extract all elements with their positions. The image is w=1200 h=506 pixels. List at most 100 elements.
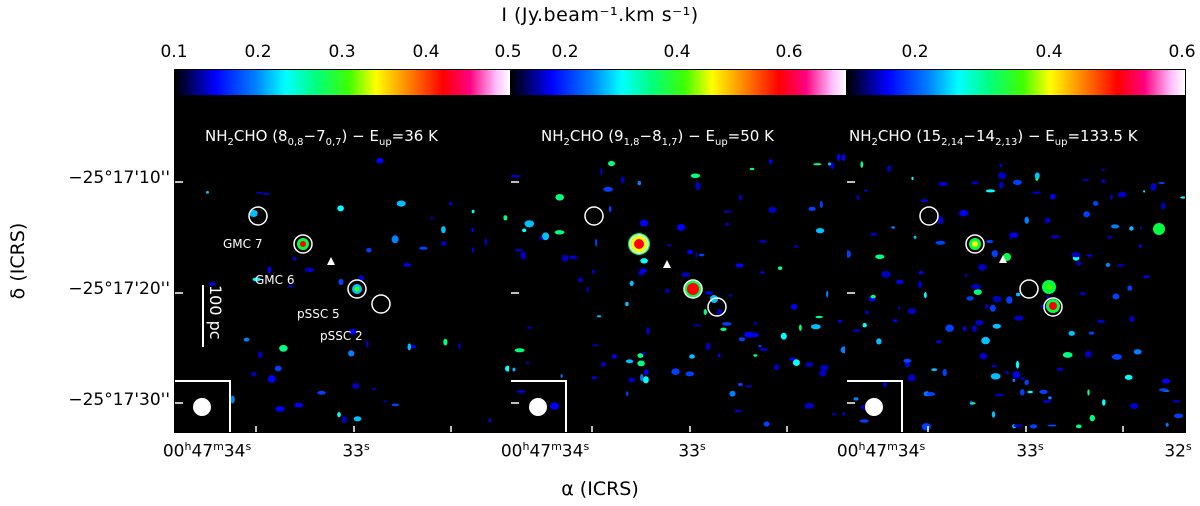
- emission-pixel: [1012, 378, 1016, 382]
- emission-pixel: [763, 421, 770, 427]
- emission-pixel: [1071, 252, 1081, 258]
- emission-pixel: [249, 209, 258, 217]
- emission-pixel: [1076, 424, 1082, 429]
- emission-pixel: [626, 391, 629, 397]
- emission-pixel: [411, 345, 417, 349]
- map-panel-2: NH2CHO (91,8−81,7) − Eup=50 K: [510, 96, 846, 433]
- emission-pixel: [591, 269, 596, 274]
- emission-pixel: [725, 222, 730, 226]
- emission-pixel: [1089, 414, 1095, 422]
- emission-pixel: [760, 271, 765, 274]
- emission-pixel: [1009, 233, 1013, 240]
- emission-pixel: [514, 248, 524, 252]
- emission-pixel: [505, 365, 509, 372]
- emission-pixel: [723, 210, 732, 213]
- emission-pixel: [853, 397, 859, 401]
- emission-pixel: [991, 250, 998, 258]
- emission-pixel: [358, 275, 365, 282]
- emission-pixel: [815, 228, 825, 234]
- emission-pixel: [692, 324, 702, 327]
- emission-pixel: [1161, 378, 1171, 384]
- emission-blobs: [847, 161, 1185, 431]
- cb3-tick: 0.2: [901, 42, 929, 62]
- emission-pixel: [279, 344, 288, 352]
- emission-pixel: [975, 320, 984, 326]
- emission-pixel: [1076, 261, 1082, 266]
- emission-pixel: [695, 182, 701, 191]
- emission-pixel: [870, 232, 878, 236]
- x-tick-label: 00h47m34s: [162, 440, 252, 462]
- emission-pixel: [352, 382, 360, 390]
- y-axis-title: δ (ICRS): [7, 222, 29, 300]
- scale-bar: [202, 285, 204, 347]
- emission-pixel: [1143, 275, 1150, 278]
- emission-pixel: [620, 176, 625, 184]
- emission-pixel: [705, 291, 713, 295]
- emission-pixel: [1129, 402, 1139, 410]
- emission-pixel: [569, 255, 578, 260]
- emission-pixel: [998, 172, 1007, 180]
- emission-pixel: [608, 205, 612, 213]
- emission-pixel: [898, 305, 901, 310]
- emission-pixel: [1012, 371, 1020, 379]
- emission-pixel: [520, 251, 527, 260]
- emission-pixel: [252, 277, 261, 282]
- emission-pixel: [294, 402, 304, 408]
- emission-pixel: [208, 281, 217, 287]
- emission-pixel: [341, 416, 348, 424]
- colorbar-1: [174, 69, 511, 96]
- emission-pixel: [931, 368, 938, 372]
- emission-pixel: [819, 201, 823, 208]
- emission-pixel: [913, 235, 917, 239]
- emission-pixel: [577, 277, 583, 283]
- emission-pixel: [637, 360, 645, 367]
- triangle-marker: [999, 255, 1007, 263]
- emission-pixel: [728, 294, 733, 297]
- beam-ellipse: [865, 398, 883, 416]
- axis-ticks: [511, 181, 788, 432]
- y-tick-label: −25°17'10'': [68, 168, 170, 188]
- emission-pixel: [973, 289, 982, 295]
- source-circle: [1043, 297, 1063, 317]
- emission-pixel: [735, 263, 744, 268]
- emission-pixel: [317, 390, 326, 395]
- emission-pixel: [1024, 216, 1029, 224]
- emission-pixel: [959, 209, 969, 217]
- emission-pixel: [1013, 424, 1023, 428]
- emission-pixel: [641, 351, 646, 355]
- emission-pixel: [886, 165, 892, 172]
- emission-pixel: [971, 284, 981, 290]
- emission-pixel: [1006, 296, 1013, 304]
- emission-pixel: [768, 159, 773, 164]
- colorbar-2: [510, 69, 847, 96]
- emission-pixel: [1111, 354, 1122, 360]
- emission-pixel: [826, 290, 829, 298]
- emission-pixel: [971, 181, 979, 185]
- label-pssc5: pSSC 5: [297, 307, 340, 321]
- emission-pixel: [705, 342, 711, 350]
- emission-pixel: [698, 253, 705, 257]
- emission-pixel: [637, 180, 642, 186]
- emission-pixel: [471, 227, 474, 233]
- emission-pixel: [1102, 399, 1106, 406]
- emission-pixel: [989, 304, 996, 312]
- emission-pixel: [921, 423, 931, 431]
- emission-pixel: [396, 200, 406, 207]
- emission-pixel: [1107, 235, 1112, 239]
- emission-pixel: [790, 303, 798, 310]
- emission-pixel: [267, 266, 272, 274]
- emission-pixel: [1048, 396, 1052, 400]
- source-circle: [707, 297, 727, 317]
- emission-pixel: [230, 395, 235, 404]
- emission-pixel: [1051, 234, 1059, 239]
- emission-pixel: [1020, 389, 1025, 396]
- emission-pixel: [792, 359, 800, 366]
- emission-pixel: [1062, 352, 1073, 358]
- source-circle: [584, 206, 604, 226]
- emission-pixel: [1124, 374, 1133, 380]
- emission-pixel: [738, 194, 742, 201]
- x-tick-label: 00h47m34s: [500, 440, 590, 462]
- emission-pixel: [1129, 316, 1135, 323]
- emission-blobs: [511, 153, 845, 427]
- label-pssc2: pSSC 2: [320, 329, 363, 343]
